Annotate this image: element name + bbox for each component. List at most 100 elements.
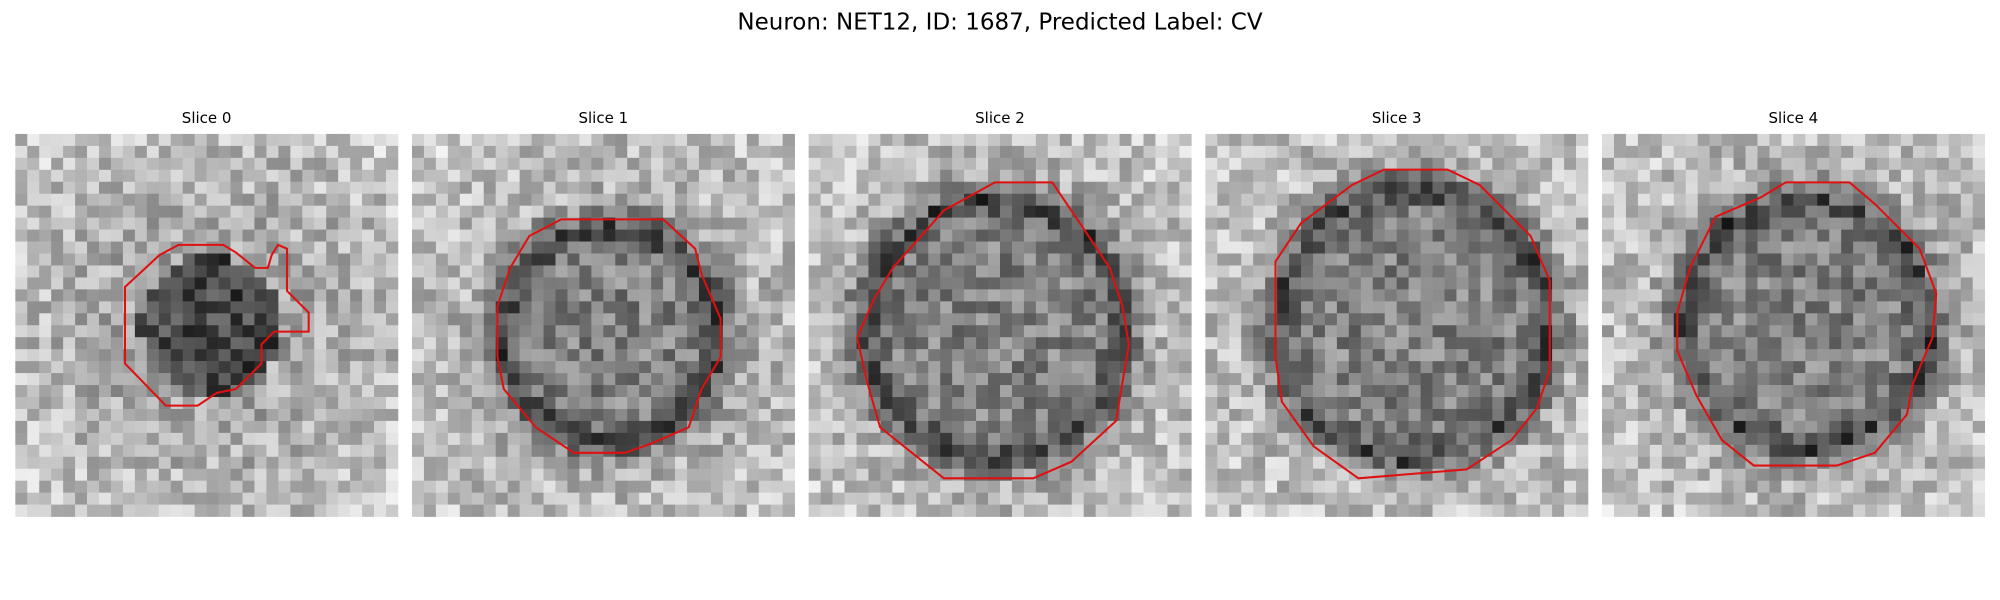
pixel [1312,325,1326,338]
pixel [940,492,953,505]
pixel [844,253,857,266]
pixel [916,193,929,206]
pixel [722,492,736,505]
pixel [615,468,628,482]
pixel [1229,373,1242,386]
pixel [1372,456,1386,470]
pixel [1155,265,1168,278]
pixel [1637,157,1651,171]
pixel [916,444,929,458]
pixel [543,169,556,183]
pixel [999,241,1013,254]
pixel [1253,277,1266,290]
pixel [302,229,315,242]
pixel [1540,492,1553,505]
pixel [1312,349,1326,362]
pixel [1625,456,1639,470]
pixel [230,480,243,493]
pixel [543,408,556,422]
pixel [1889,397,1902,410]
pixel [423,397,437,410]
pixel [856,432,869,446]
pixel [1324,229,1338,242]
pixel [1035,408,1049,422]
pixel [1396,313,1409,326]
pixel [892,385,905,398]
panel-title: Slice 1 [578,109,628,127]
pixel [1179,432,1192,446]
pixel [1241,468,1254,482]
pixel [1649,229,1663,242]
pixel [374,217,387,230]
pixel [808,361,821,374]
pixel [1637,408,1651,422]
pixel [110,468,124,482]
pixel [1265,181,1278,195]
pixel [710,241,724,254]
pixel [567,337,580,350]
pixel [1960,313,1974,326]
pixel [1432,480,1445,493]
pixel [1745,277,1758,290]
pixel [1265,313,1278,326]
pixel [1697,397,1710,410]
pixel [302,444,315,458]
pixel [868,241,881,254]
pixel [820,145,833,159]
pixel [302,373,315,386]
pixel [976,504,989,517]
pixel [1083,349,1096,362]
pixel [134,408,148,422]
pixel [483,241,496,254]
pixel [1757,385,1770,398]
pixel [194,193,207,206]
pixel [1504,313,1517,326]
pixel [266,456,279,470]
pixel [1613,325,1627,338]
pixel [1071,361,1084,374]
pixel [880,241,893,254]
pixel [1948,432,1962,446]
pixel [350,432,363,446]
pixel [483,265,496,278]
pixel [832,313,845,326]
pixel [1217,145,1230,159]
pixel [1205,193,1218,206]
pixel [1528,253,1541,266]
pixel [1540,205,1553,218]
pixel [87,145,100,159]
pixel [194,217,207,230]
pixel [880,289,893,302]
pixel [230,277,243,290]
pixel [1408,420,1421,434]
pixel [1757,325,1770,338]
pixel [326,373,339,386]
pixel [1649,432,1663,446]
pixel [603,349,616,362]
pixel [1865,361,1878,374]
pixel [1083,480,1096,493]
pixel [1948,444,1962,458]
pixel [75,420,88,434]
pixel [51,408,64,422]
pixel [1301,456,1314,470]
pixel [326,145,339,159]
pixel [63,385,76,398]
pixel [146,193,160,206]
pixel [1396,408,1409,422]
pixel [832,504,845,517]
pixel [880,349,893,362]
pixel [1336,337,1350,350]
pixel [230,313,243,326]
pixel [350,468,363,482]
pixel [579,408,592,422]
pixel [1492,492,1505,505]
pixel [1613,313,1627,326]
pixel [1047,277,1061,290]
pixel [435,265,449,278]
pixel [87,420,100,434]
pixel [206,193,219,206]
pixel [734,277,748,290]
pixel [1613,157,1627,171]
pixel [1552,456,1565,470]
